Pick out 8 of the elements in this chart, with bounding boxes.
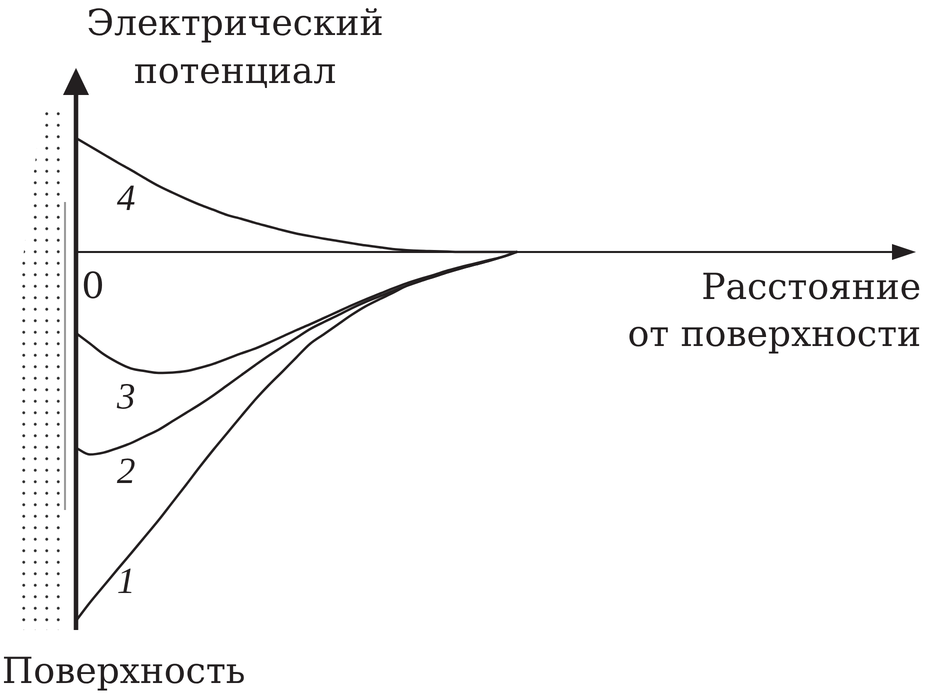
series-label: 1 bbox=[116, 561, 136, 602]
text: Поверхность bbox=[2, 651, 246, 692]
series-label: 4 bbox=[116, 178, 136, 219]
series-label: 3 bbox=[116, 376, 136, 418]
y-axis-title: Электрический потенциал bbox=[86, 3, 384, 92]
x-axis-title: Расстояние от поверхности bbox=[628, 266, 921, 355]
series-label: 2 bbox=[116, 450, 136, 492]
annotation: 0 bbox=[82, 266, 104, 307]
